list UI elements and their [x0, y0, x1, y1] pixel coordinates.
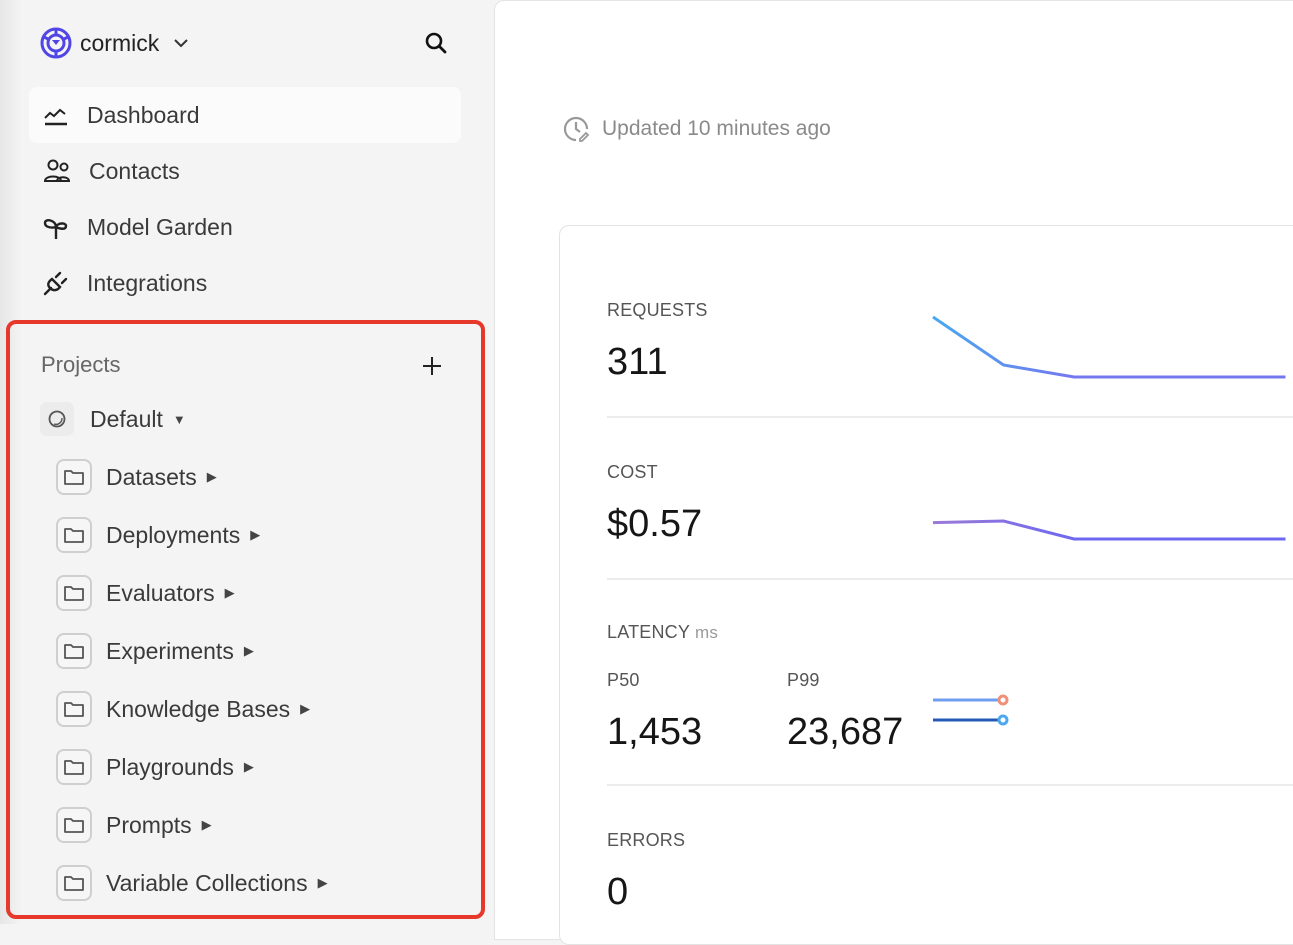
folder-icon — [56, 459, 92, 495]
users-icon — [43, 159, 71, 182]
folder-icon — [56, 807, 92, 843]
caret-down-icon: ▼ — [172, 411, 186, 427]
caret-right-icon: ▶ — [250, 527, 261, 542]
nav-item-integrations[interactable]: Integrations — [29, 255, 461, 311]
cost-value: $0.57 — [607, 503, 703, 545]
project-folder-knowledge-bases[interactable]: Knowledge Bases ▶ — [56, 691, 310, 727]
folder-icon — [56, 691, 92, 727]
folder-icon — [56, 633, 92, 669]
latency-label: LATENCY ms — [607, 622, 719, 642]
requests-label: REQUESTS — [607, 300, 708, 320]
nav-item-model-garden[interactable]: Model Garden — [29, 199, 461, 255]
caret-right-icon: ▶ — [317, 875, 328, 890]
search-icon[interactable] — [424, 31, 448, 55]
divider — [607, 416, 1293, 418]
plug-icon — [43, 271, 68, 296]
sparklines — [932, 315, 1286, 726]
project-folder-experiments[interactable]: Experiments ▶ — [56, 633, 254, 669]
folder-icon — [56, 749, 92, 785]
caret-right-icon: ▶ — [300, 701, 311, 716]
requests-value: 311 — [607, 341, 668, 383]
workspace-name: cormick — [80, 29, 160, 56]
clock-icon — [563, 116, 590, 142]
latency-p50-marker — [997, 694, 1009, 706]
project-folder-evaluators[interactable]: Evaluators ▶ — [56, 575, 235, 611]
cost-sparkline — [932, 519, 1286, 541]
project-folder-playgrounds[interactable]: Playgrounds ▶ — [56, 749, 254, 785]
updated-status: Updated 10 minutes ago — [562, 115, 831, 143]
workspace-switcher[interactable]: cormick — [40, 26, 189, 60]
p50-value: 1,453 — [607, 711, 703, 753]
chart-line-icon — [44, 108, 67, 126]
project-folder-prompts[interactable]: Prompts ▶ — [56, 807, 212, 843]
caret-right-icon: ▶ — [206, 469, 217, 484]
p50-label: P50 — [607, 670, 640, 690]
nav-item-contacts[interactable]: Contacts — [29, 143, 461, 199]
project-default[interactable]: Default ▼ — [40, 402, 186, 436]
errors-label: ERRORS — [607, 830, 686, 850]
folder-icon — [56, 575, 92, 611]
project-folder-deployments[interactable]: Deployments ▶ — [56, 517, 260, 553]
cost-label: COST — [607, 462, 658, 482]
project-folder-datasets[interactable]: Datasets ▶ — [56, 459, 217, 495]
workspace-logo-icon — [40, 27, 72, 59]
folder-icon — [56, 865, 92, 901]
projects-heading: Projects — [41, 352, 121, 377]
metrics-card — [559, 225, 1293, 945]
p99-value: 23,687 — [787, 711, 904, 753]
p99-label: P99 — [787, 670, 820, 690]
latency-p99-marker — [997, 714, 1009, 726]
sidebar: cormick Dashboard Contacts Model Garden … — [0, 0, 494, 924]
add-project-icon[interactable] — [421, 355, 443, 377]
nav-item-dashboard[interactable]: Dashboard — [29, 87, 461, 143]
divider — [607, 784, 1293, 786]
caret-right-icon: ▶ — [243, 759, 254, 774]
chevron-down-icon — [174, 39, 188, 48]
requests-sparkline — [932, 315, 1286, 379]
caret-right-icon: ▶ — [201, 817, 212, 832]
errors-value: 0 — [607, 871, 629, 913]
caret-right-icon: ▶ — [243, 643, 254, 658]
caret-right-icon: ▶ — [224, 585, 235, 600]
folder-icon — [56, 517, 92, 553]
highlight-box — [6, 320, 485, 919]
divider — [607, 578, 1293, 580]
project-icon — [40, 402, 74, 436]
project-folder-variable-collections[interactable]: Variable Collections ▶ — [56, 865, 328, 901]
sprout-icon — [43, 219, 68, 239]
